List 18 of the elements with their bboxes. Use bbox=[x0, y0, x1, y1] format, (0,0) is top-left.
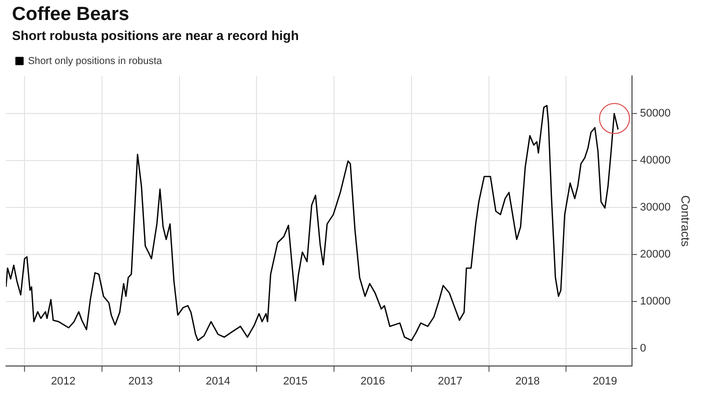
legend-label: Short only positions in robusta bbox=[28, 56, 162, 67]
y-axis-title: Contracts bbox=[678, 195, 692, 247]
chart-title: Coffee Bears bbox=[12, 4, 130, 26]
x-tick-label: 2013 bbox=[128, 375, 153, 388]
y-tick-label: 40000 bbox=[640, 154, 671, 167]
x-tick-label: 2018 bbox=[515, 375, 540, 388]
x-tick-label: 2014 bbox=[206, 375, 230, 388]
y-tick-label: 20000 bbox=[640, 248, 671, 261]
y-tick-label: 0 bbox=[640, 342, 646, 354]
x-tick-label: 2016 bbox=[360, 375, 386, 388]
chart-subtitle: Short robusta positions are near a record high bbox=[12, 28, 299, 43]
y-tick-label: 50000 bbox=[640, 108, 671, 120]
x-tick-label: 2012 bbox=[51, 375, 76, 388]
x-tick-label: 2015 bbox=[283, 375, 308, 388]
y-tick-label: 30000 bbox=[640, 202, 671, 214]
x-tick-label: 2019 bbox=[592, 375, 618, 388]
y-tick-label: 10000 bbox=[640, 295, 671, 308]
x-tick-label: 2017 bbox=[438, 375, 462, 388]
